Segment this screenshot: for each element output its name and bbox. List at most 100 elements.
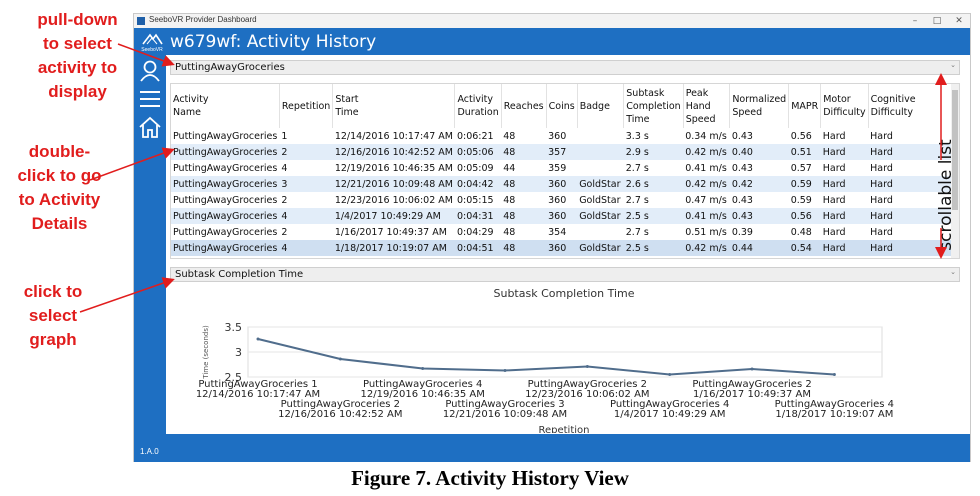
table-row[interactable]: PuttingAwayGroceries 1 12/14/2016 10:17:47… <box>171 128 959 144</box>
column-header-line: Normalized <box>732 94 787 105</box>
bottom-bar <box>166 434 970 462</box>
sidebar-item-profile[interactable] <box>138 59 162 83</box>
column-header[interactable]: Peak Hand Speed <box>683 84 731 128</box>
column-header[interactable]: Badge <box>577 84 625 128</box>
table-cell: 0.39 <box>729 224 789 240</box>
table-row[interactable]: PuttingAwayGroceries 4 12/19/2016 10:46:35… <box>171 160 959 176</box>
table-row[interactable]: PuttingAwayGroceries 4 1/4/2017 10:49:29 A… <box>171 208 959 224</box>
table-row[interactable]: PuttingAwayGroceries 2 12/16/2016 10:42:52… <box>171 144 959 160</box>
column-header-line: Time <box>626 113 650 125</box>
x-tick-label: PuttingAwayGroceries 3 <box>445 399 564 410</box>
table-cell: 0:05:15 <box>454 192 502 208</box>
table-cell: 0.44 <box>729 240 789 256</box>
data-point <box>750 367 754 371</box>
table-row[interactable]: PuttingAwayGroceries 2 12/23/2016 10:06:02… <box>171 192 959 208</box>
x-tick-label: 1/16/2017 10:49:37 AM <box>693 389 811 400</box>
sidebar-item-menu[interactable] <box>138 87 162 111</box>
series-line <box>257 338 835 376</box>
version-label: 1.A.0 <box>140 447 159 456</box>
table-cell: 0.42 <box>729 176 789 192</box>
column-header-line: Subtask <box>626 87 665 99</box>
table-cell: 2.5 s <box>623 208 684 224</box>
table-cell: 0.42 m/s <box>683 240 730 256</box>
table-cell: 12/23/2016 10:06:02 AM <box>332 192 455 208</box>
subtask-chart[interactable]: Subtask Completion Time 3.5 3 2.5 Time (seco… <box>166 283 970 436</box>
table-cell: 2.6 s <box>623 176 684 192</box>
table-cell: Hard <box>868 144 959 160</box>
table-cell: 48 <box>501 144 547 160</box>
table-cell: 4 <box>279 208 333 224</box>
table-cell: 360 <box>546 240 578 256</box>
column-header-line: Speed <box>732 107 763 118</box>
x-tick-label: PuttingAwayGroceries 2 <box>692 379 811 390</box>
table-cell: 3 <box>279 176 333 192</box>
table-cell: 1/18/2017 10:19:07 AM <box>332 240 455 256</box>
column-header-line: Duration <box>457 107 499 118</box>
table-cell: 357 <box>546 144 578 160</box>
table-row[interactable]: PuttingAwayGroceries 3 12/21/2016 10:09:48… <box>171 176 959 192</box>
column-header-line: Difficulty <box>823 107 866 118</box>
table-cell: 0:05:09 <box>454 160 502 176</box>
x-tick-label: PuttingAwayGroceries 4 <box>363 379 482 390</box>
window-titlebar: SeeboVR Provider Dashboard – □ ✕ <box>134 14 970 28</box>
graph-select[interactable]: Subtask Completion Time ⌄ <box>170 267 960 282</box>
table-cell: 0.51 m/s <box>683 224 730 240</box>
table-cell: Hard <box>820 240 869 256</box>
app-window: SeeboVR Provider Dashboard – □ ✕ SeeboVR… <box>133 13 971 462</box>
sidebar: 1.A.0 <box>134 55 166 462</box>
table-cell: 2 <box>279 224 333 240</box>
annotation-click-graph: click to select graph <box>23 282 83 349</box>
table-cell: 0.59 <box>788 176 821 192</box>
table-cell: Hard <box>820 128 869 144</box>
table-scrollbar[interactable] <box>951 84 959 258</box>
table-cell: Hard <box>868 208 959 224</box>
table-cell: 12/19/2016 10:46:35 AM <box>332 160 455 176</box>
table-cell: 0.48 <box>788 224 821 240</box>
column-header-line: Hand <box>685 100 711 112</box>
column-header[interactable]: Start Time <box>332 84 456 128</box>
column-header[interactable]: Coins <box>546 84 578 128</box>
maximize-button[interactable]: □ <box>932 16 942 26</box>
table-cell: 0.57 <box>788 160 821 176</box>
column-header[interactable]: Activity Duration <box>454 84 502 128</box>
close-button[interactable]: ✕ <box>955 16 963 26</box>
table-cell: 359 <box>546 160 578 176</box>
column-header[interactable]: MAPR <box>788 84 822 128</box>
column-header[interactable]: Subtask Completion Time <box>623 84 684 128</box>
table-cell: 12/14/2016 10:17:47 AM <box>332 128 455 144</box>
table-cell: 2 <box>279 144 333 160</box>
table-row[interactable]: PuttingAwayGroceries 4 1/18/2017 10:19:07 … <box>171 240 959 256</box>
table-cell: 2.7 s <box>623 192 684 208</box>
column-header[interactable]: Repetition <box>279 84 334 128</box>
table-cell: 0.42 m/s <box>683 176 730 192</box>
table-cell: Hard <box>820 224 869 240</box>
table-cell: PuttingAwayGroceries <box>171 144 280 160</box>
column-header[interactable]: Activity Name <box>171 84 280 128</box>
table-cell <box>577 160 624 176</box>
activity-table[interactable]: Activity Name Repetition Start Time Activity D… <box>170 83 960 259</box>
x-tick-label: 12/19/2016 10:46:35 AM <box>360 389 484 400</box>
column-header-line: Coins <box>548 100 575 112</box>
table-row[interactable]: PuttingAwayGroceries 2 1/16/2017 10:49:37 … <box>171 224 959 240</box>
column-header[interactable]: Motor Difficulty <box>820 84 869 128</box>
column-header[interactable]: Cognitive Difficulty <box>868 84 959 128</box>
table-cell: 0.43 <box>729 160 789 176</box>
table-cell: PuttingAwayGroceries <box>171 128 280 144</box>
table-cell: GoldStar <box>577 240 624 256</box>
minimize-button[interactable]: – <box>912 16 918 26</box>
x-axis-label: Repetition <box>538 425 589 433</box>
sidebar-item-home[interactable] <box>138 115 162 139</box>
table-cell: 0:04:29 <box>454 224 502 240</box>
table-cell: 0:04:51 <box>454 240 502 256</box>
x-tick-label: 1/4/2017 10:49:29 AM <box>614 409 726 420</box>
hamburger-menu-icon <box>140 91 160 107</box>
table-cell: 0.56 <box>788 128 821 144</box>
table-cell: 12/16/2016 10:42:52 AM <box>332 144 455 160</box>
scrollbar-thumb[interactable] <box>952 90 958 210</box>
activity-select[interactable]: PuttingAwayGroceries ⌄ <box>170 60 960 75</box>
column-header-line: Activity <box>457 94 493 105</box>
column-header[interactable]: Normalized Speed <box>729 84 790 128</box>
column-header-line: Start <box>335 94 359 105</box>
table-cell: PuttingAwayGroceries <box>171 240 280 256</box>
column-header[interactable]: Reaches <box>501 84 547 128</box>
